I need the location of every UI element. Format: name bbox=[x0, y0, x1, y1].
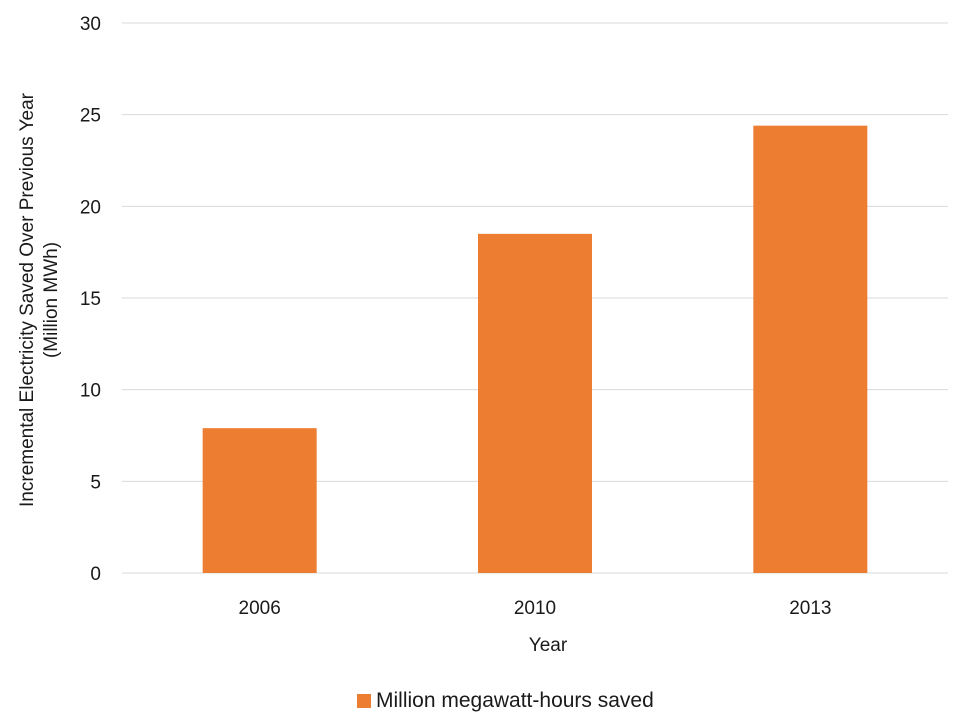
legend: Million megawatt-hours saved bbox=[357, 689, 654, 712]
y-axis-title-line1: Incremental Electricity Saved Over Previ… bbox=[17, 92, 38, 507]
y-tick-label: 0 bbox=[90, 564, 101, 585]
bars bbox=[202, 125, 868, 574]
y-tick-label: 30 bbox=[80, 14, 101, 35]
bar-2010 bbox=[478, 233, 592, 574]
bar-2013 bbox=[753, 125, 868, 574]
x-tick-labels: 2006 2010 2013 bbox=[239, 598, 832, 619]
legend-swatch bbox=[357, 694, 371, 708]
y-tick-label: 10 bbox=[80, 381, 101, 402]
y-tick-label: 20 bbox=[80, 197, 101, 218]
y-tick-label: 5 bbox=[90, 472, 101, 493]
y-tick-labels: 0 5 10 15 20 25 30 bbox=[80, 14, 101, 585]
legend-label: Million megawatt-hours saved bbox=[376, 689, 654, 712]
x-tick-label: 2013 bbox=[789, 598, 831, 619]
y-axis-title: Incremental Electricity Saved Over Previ… bbox=[17, 92, 62, 507]
x-axis-title: Year bbox=[529, 635, 568, 656]
y-tick-label: 15 bbox=[80, 289, 101, 310]
y-axis-title-line2: (Million MWh) bbox=[41, 242, 62, 358]
x-tick-label: 2006 bbox=[239, 598, 281, 619]
bar-2006 bbox=[202, 428, 317, 573]
y-tick-label: 25 bbox=[80, 106, 101, 127]
x-tick-label: 2010 bbox=[514, 598, 556, 619]
